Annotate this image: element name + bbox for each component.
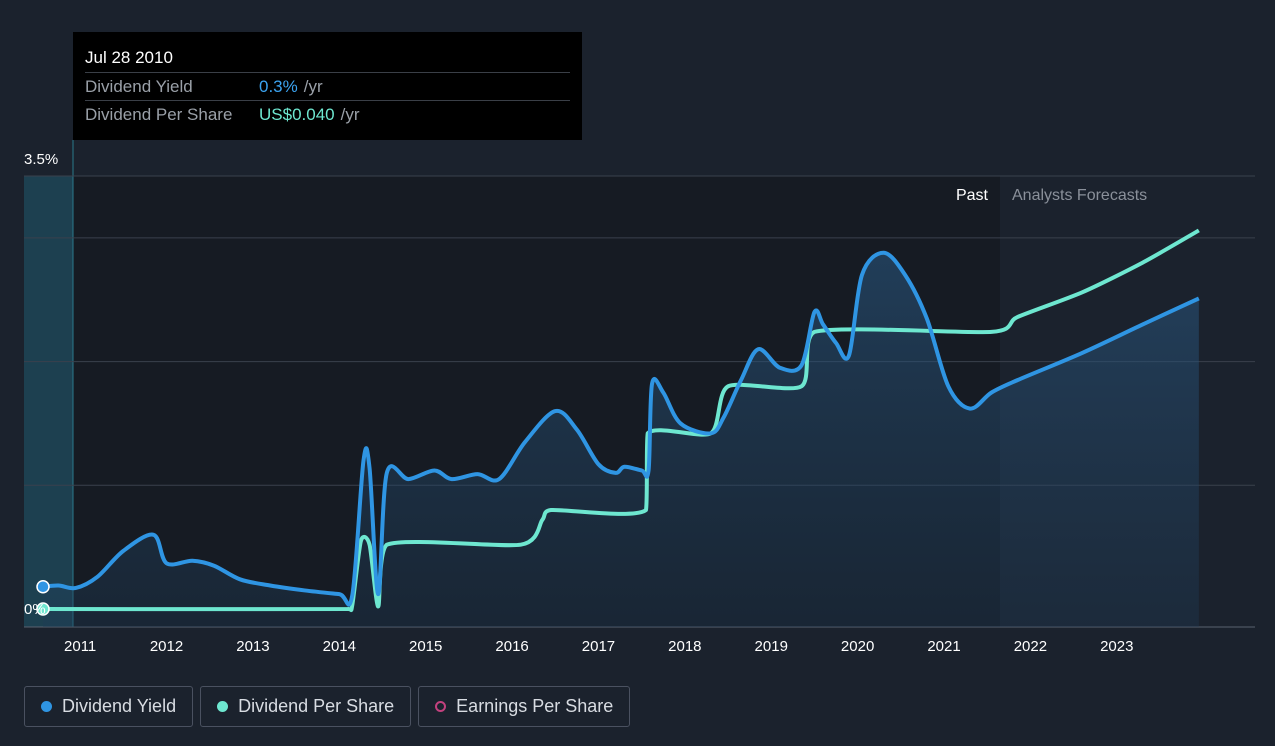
dividend-yield-marker xyxy=(36,579,50,594)
tooltip-unit: /yr xyxy=(340,104,360,124)
x-tick-label: 2011 xyxy=(64,638,96,655)
tooltip-unit: /yr xyxy=(303,76,323,96)
x-tick-label: 2014 xyxy=(323,638,356,655)
x-tick-label: 2012 xyxy=(150,638,183,655)
x-axis: 2011 2012 2013 2014 2015 2016 2017 2018 2019 2020… xyxy=(64,638,1133,655)
dividend-yield-area xyxy=(43,252,1199,627)
legend-label: Dividend Per Share xyxy=(238,696,395,716)
tooltip-row-dividend-per-share: Dividend Per Share US$0.040 /yr xyxy=(85,100,570,128)
x-tick-label: 2023 xyxy=(1100,638,1133,655)
dividend-per-share-line xyxy=(43,228,1200,613)
legend-earnings-per-share[interactable]: Earnings Per Share xyxy=(418,686,631,727)
legend-dot-icon xyxy=(41,701,52,712)
legend-dividend-yield[interactable]: Dividend Yield xyxy=(24,686,194,727)
legend-dot-icon xyxy=(217,701,229,712)
y-top-label: 3.5% xyxy=(24,151,58,168)
tooltip-date: Jul 28 2010 xyxy=(85,48,173,67)
x-tick-label: 2013 xyxy=(236,638,269,655)
x-tick-label: 2018 xyxy=(668,638,701,655)
tooltip-row-dividend-yield: Dividend Yield 0.3% /yr xyxy=(85,72,570,100)
x-tick-label: 2020 xyxy=(841,638,874,655)
x-tick-label: 2015 xyxy=(409,638,442,655)
cursor-region xyxy=(24,176,73,627)
tooltip-value: US$0.040 xyxy=(259,104,335,124)
tooltip-value: 0.3% xyxy=(259,76,298,96)
x-tick-label: 2019 xyxy=(755,638,788,655)
legend-ring-icon xyxy=(435,701,447,712)
x-tick-label: 2022 xyxy=(1014,638,1047,655)
x-tick-label: 2017 xyxy=(582,638,615,655)
x-tick-label: 2021 xyxy=(927,638,960,655)
x-tick-label: 2016 xyxy=(495,638,528,655)
dividend-yield-line xyxy=(42,250,1200,607)
tooltip-label: Dividend Per Share xyxy=(85,104,233,124)
legend-label: Dividend Yield xyxy=(62,696,177,716)
legend: Dividend Yield Dividend Per Share Earnin… xyxy=(24,686,631,727)
legend-dividend-per-share[interactable]: Dividend Per Share xyxy=(200,686,412,727)
legend-label: Earnings Per Share xyxy=(456,696,614,716)
dividend-per-share-marker xyxy=(36,602,50,616)
past-label: Past xyxy=(956,187,989,204)
forecast-label: Analysts Forecasts xyxy=(1012,187,1147,204)
tooltip-label: Dividend Yield xyxy=(85,76,193,96)
y-bottom-label: 0% xyxy=(24,601,46,618)
tooltip: Jul 28 2010 Dividend Yield 0.3% /yr Divi… xyxy=(73,32,582,140)
